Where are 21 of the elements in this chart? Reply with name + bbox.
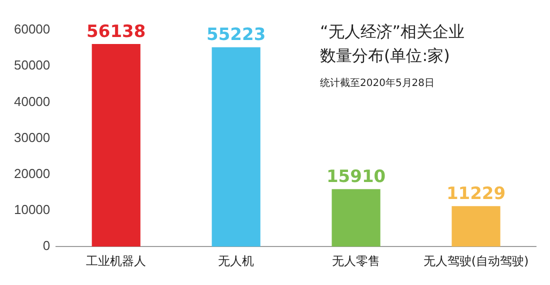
data-label: 55223: [206, 25, 266, 46]
y-tick-label: 30000: [14, 130, 50, 145]
bar: [452, 206, 500, 247]
x-tick-label: 无人机: [218, 254, 254, 268]
y-tick-label: 40000: [14, 94, 50, 109]
x-tick-label: 工业机器人: [86, 254, 146, 268]
y-tick-label: 10000: [14, 202, 50, 218]
x-tick-label: 无人驾驶(自动驾驶): [423, 254, 529, 268]
data-label: 56138: [86, 22, 146, 42]
data-label: 15910: [326, 167, 386, 188]
data-label: 11229: [446, 184, 506, 204]
annotation: 统计截至2020年5月28日: [320, 76, 436, 90]
bar: [332, 189, 380, 247]
bar: [212, 47, 260, 247]
x-tick-label: 无人零售: [332, 254, 380, 268]
y-tick-label: 50000: [14, 58, 50, 73]
chart-title: “无人经济”相关企业数量分布(单位:家): [320, 21, 466, 67]
y-tick-label: 0: [42, 238, 50, 254]
y-tick-label: 60000: [14, 22, 50, 37]
y-tick-label: 20000: [14, 166, 50, 181]
bar: [92, 44, 140, 247]
